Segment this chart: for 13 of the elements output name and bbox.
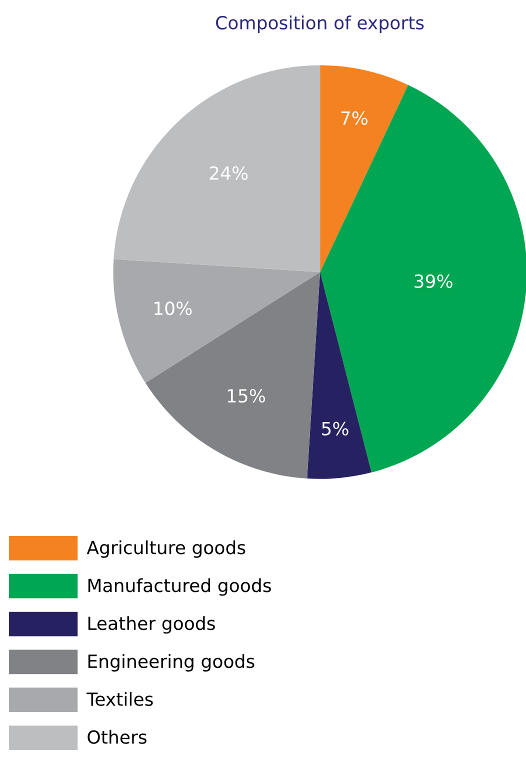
data-label: 24% <box>210 166 248 180</box>
data-label: 39% <box>414 274 452 288</box>
legend-label: Agriculture goods <box>86 540 246 558</box>
chart-title: Composition of exports <box>216 16 424 34</box>
data-label: 15% <box>228 388 266 403</box>
legend-label: Textiles <box>86 692 153 706</box>
legend-label: Others <box>88 730 146 744</box>
data-label: 7% <box>341 111 368 125</box>
data-label: 10% <box>154 302 192 316</box>
legend-label: Leather goods <box>88 616 215 634</box>
legend-label: Engineering goods <box>88 654 254 672</box>
data-label: 5% <box>322 422 348 436</box>
legend-label: Manufactured goods <box>88 578 271 596</box>
